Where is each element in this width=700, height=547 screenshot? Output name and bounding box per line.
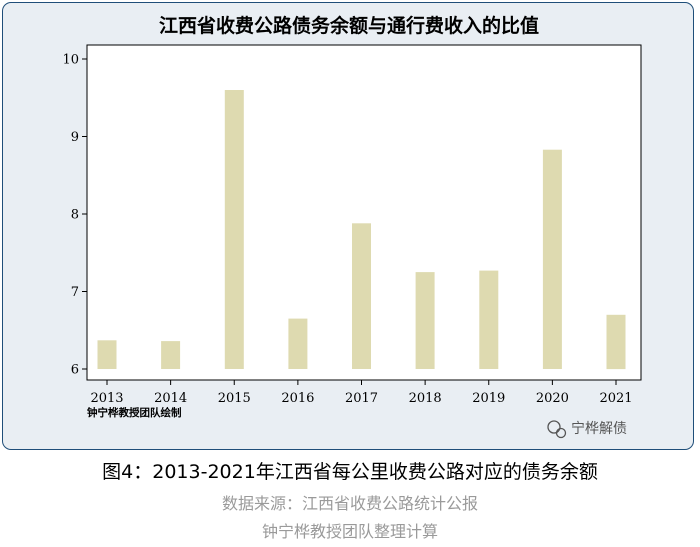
x-tick-label-2021: 2021 [599, 391, 632, 406]
y-tick-label-7: 7 [71, 285, 79, 300]
x-tick-label-2015: 2015 [218, 391, 251, 406]
bar-chart: 江西省收费公路债务余额与通行费收入的比值 6 7 8 9 10 2013 2014 2015… [62, 14, 642, 439]
bar-2019 [479, 270, 499, 369]
chart-title: 江西省收费公路债务余额与通行费收入的比值 [159, 14, 539, 37]
y-tick-label-9: 9 [71, 130, 79, 145]
x-tick-label-2013: 2013 [90, 391, 123, 406]
bar-2018 [415, 272, 435, 369]
bar-2016 [288, 318, 308, 369]
watermark: 宁桦解债 [571, 420, 627, 437]
chart-frame: 江西省收费公路债务余额与通行费收入的比值 6 7 8 9 10 2013 2014 2015… [2, 2, 694, 450]
y-axis: 6 7 8 9 10 [62, 53, 87, 378]
bar-2015 [224, 90, 244, 369]
bar-2020 [542, 149, 562, 369]
bar-2021 [606, 314, 626, 370]
bar-2013 [97, 340, 117, 369]
y-tick-label-10: 10 [62, 53, 79, 68]
figure-caption: 图4：2013-2021年江西省每公里收费公路对应的债务余额 [102, 461, 598, 483]
x-tick-label-2018: 2018 [409, 391, 442, 406]
credit-line: 钟宁桦教授团队整理计算 [261, 522, 438, 541]
x-axis: 2013 2014 2015 2016 2017 2018 2019 2020 2021 [90, 380, 633, 406]
data-source: 数据来源：江西省收费公路统计公报 [221, 494, 478, 513]
x-tick-label-2019: 2019 [472, 391, 505, 406]
bar-2017 [352, 223, 371, 369]
y-tick-label-8: 8 [71, 208, 79, 223]
chart-credit: 钟宁桦教授团队绘制 [87, 406, 182, 419]
bars-group [97, 90, 626, 370]
y-tick-label-6: 6 [71, 363, 79, 378]
wechat-icon [547, 420, 567, 439]
bar-2014 [161, 341, 181, 369]
x-tick-label-2016: 2016 [281, 391, 314, 406]
x-tick-label-2017: 2017 [345, 391, 378, 406]
x-tick-label-2020: 2020 [536, 391, 569, 406]
x-tick-label-2014: 2014 [154, 391, 187, 406]
